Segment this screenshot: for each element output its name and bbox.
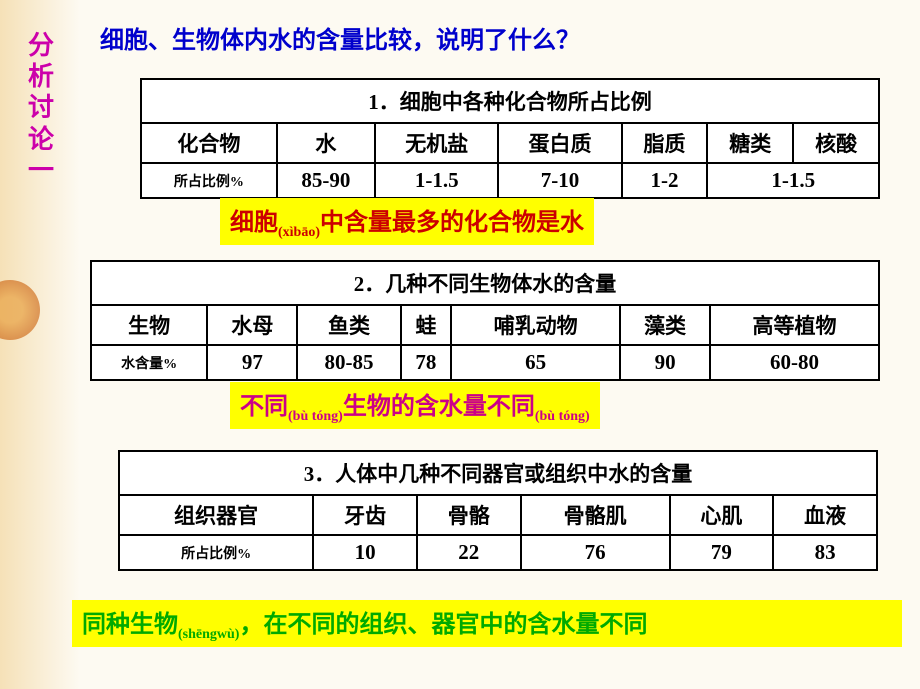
h1-pinyin: (xìbāo) [278, 225, 320, 240]
table1-header-4: 糖类 [707, 123, 793, 163]
table2-title: 2．几种不同生物体水的含量 [91, 261, 879, 305]
table1-merged-value: 1-1.5 [707, 163, 879, 198]
table1-title: 1．细胞中各种化合物所占比例 [141, 79, 879, 123]
table-organs: 3．人体中几种不同器官或组织中水的含量 组织器官 牙齿 骨骼 骨骼肌 心肌 血液… [118, 450, 878, 571]
table3-value-3: 79 [670, 535, 774, 570]
table2-value-1: 80-85 [297, 345, 400, 380]
table2-value-3: 65 [451, 345, 620, 380]
table1-row-label: 化合物 [141, 123, 277, 163]
table1-header-0: 水 [277, 123, 375, 163]
table2-value-5: 60-80 [710, 345, 879, 380]
table3-header-1: 骨骼 [417, 495, 521, 535]
table2-header-0: 水母 [207, 305, 297, 345]
h2-p2: (bù tóng) [535, 409, 590, 424]
h3-p1: (shēngwù) [178, 627, 239, 642]
h2-p1: (bù tóng) [288, 409, 343, 424]
table2-value-4: 90 [620, 345, 710, 380]
table1-value-1: 1-1.5 [375, 163, 498, 198]
table3-value-4: 83 [773, 535, 877, 570]
table2-value-label: 水含量% [91, 345, 207, 380]
table-compounds: 1．细胞中各种化合物所占比例 化合物 水 无机盐 蛋白质 脂质 糖类 核酸 所占… [140, 78, 880, 199]
h2-t1: 不同 [240, 394, 288, 420]
highlight-2: 不同(bù tóng)生物的含水量不同(bù tóng) [230, 382, 600, 429]
table1-header-5: 核酸 [793, 123, 879, 163]
table1-header-3: 脂质 [622, 123, 708, 163]
table1-value-3: 1-2 [622, 163, 708, 198]
h2-t2: 生物的含水量不同 [343, 394, 535, 420]
table1-value-2: 7-10 [498, 163, 621, 198]
table3-header-2: 骨骼肌 [521, 495, 670, 535]
main-question: 细胞、生物体内水的含量比较，说明了什么？ [100, 20, 580, 55]
table3-value-1: 22 [417, 535, 521, 570]
table3-header-0: 牙齿 [313, 495, 417, 535]
table2-value-2: 78 [401, 345, 452, 380]
h1-pre: 细胞 [230, 210, 278, 236]
table3-title: 3．人体中几种不同器官或组织中水的含量 [119, 451, 877, 495]
highlight-1: 细胞(xìbāo)中含量最多的化合物是水 [220, 198, 594, 245]
table2-header-5: 高等植物 [710, 305, 879, 345]
table3-value-label: 所占比例% [119, 535, 313, 570]
table2-header-4: 藻类 [620, 305, 710, 345]
table2-header-1: 鱼类 [297, 305, 400, 345]
table-organisms: 2．几种不同生物体水的含量 生物 水母 鱼类 蛙 哺乳动物 藻类 高等植物 水含… [90, 260, 880, 381]
table1-value-label: 所占比例% [141, 163, 277, 198]
sidebar-label: 分析讨论一 [28, 30, 58, 186]
table1-header-1: 无机盐 [375, 123, 498, 163]
table3-row-label: 组织器官 [119, 495, 313, 535]
h1-post: 中含量最多的化合物是水 [320, 210, 584, 236]
h3-t2: ，在不同的组织、器官中的含水量不同 [239, 612, 647, 638]
table3-header-4: 血液 [773, 495, 877, 535]
table1-header-2: 蛋白质 [498, 123, 621, 163]
table2-value-0: 97 [207, 345, 297, 380]
table1-value-0: 85-90 [277, 163, 375, 198]
h3-t1: 同种生物 [82, 612, 178, 638]
table3-value-2: 76 [521, 535, 670, 570]
table2-header-3: 哺乳动物 [451, 305, 620, 345]
highlight-3: 同种生物(shēngwù)，在不同的组织、器官中的含水量不同 [72, 600, 902, 647]
table3-header-3: 心肌 [670, 495, 774, 535]
table3-value-0: 10 [313, 535, 417, 570]
table2-row-label: 生物 [91, 305, 207, 345]
table2-header-2: 蛙 [401, 305, 452, 345]
